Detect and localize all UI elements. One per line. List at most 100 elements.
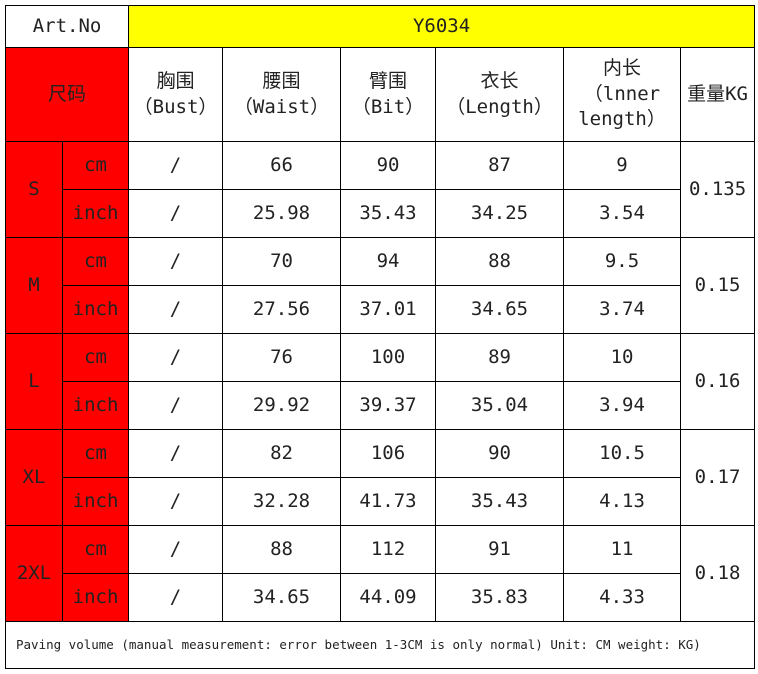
value-cell: /	[128, 525, 224, 574]
header-line: （Waist）	[233, 95, 330, 118]
column-header: 胸围 （Bust）	[128, 47, 224, 142]
size-name: L	[5, 333, 63, 430]
footer-row: Paving volume (manual measurement: error…	[4, 621, 756, 669]
value-cell: 88	[435, 237, 565, 286]
header-line: （lnner	[583, 82, 661, 105]
column-header: 腰围 （Waist）	[222, 47, 342, 142]
weight: 0.17	[680, 429, 756, 526]
value-cell: 27.56	[222, 285, 342, 334]
value-cell: 29.92	[222, 381, 342, 430]
value-cell: 44.09	[340, 573, 437, 622]
weight: 0.15	[680, 237, 756, 334]
value-cell: 41.73	[340, 477, 437, 526]
unit: inch	[61, 189, 130, 238]
size-header: 尺码	[4, 47, 130, 142]
header-line: 内长	[603, 57, 642, 80]
header-line: （Length）	[446, 95, 553, 118]
value-cell: 37.01	[340, 285, 437, 334]
value-cell: 32.28	[222, 477, 342, 526]
unit: cm	[61, 429, 130, 478]
value-cell: 94	[340, 237, 437, 286]
value-cell: 34.65	[435, 285, 565, 334]
header-line: 腰围	[262, 69, 301, 92]
value-cell: 25.98	[222, 189, 342, 238]
data-row: inch/29.92 39.37 35.04 3.94	[6, 381, 755, 430]
value-cell: 87	[435, 141, 565, 190]
value-cell: /	[128, 237, 224, 286]
art-label: Art.No	[4, 5, 130, 48]
size-name: 2XL	[5, 525, 63, 622]
footer-note: Paving volume (manual measurement: error…	[4, 621, 756, 669]
value-cell: 4.13	[563, 477, 682, 526]
unit: cm	[61, 237, 130, 286]
column-header: 内长 （lnner length）	[563, 47, 682, 142]
value-cell: 9	[563, 141, 682, 190]
value-cell: 66	[222, 141, 342, 190]
value-cell: 90	[435, 429, 565, 478]
value-cell: /	[128, 189, 224, 238]
value-cell: 89	[435, 333, 565, 382]
title-row: Art.No Y6034	[4, 5, 756, 48]
value-cell: 11	[563, 525, 682, 574]
column-header: 衣长 （Length）	[435, 47, 565, 142]
header-line: （Bust）	[133, 95, 218, 118]
value-cell: 35.43	[435, 477, 565, 526]
value-cell: 4.33	[563, 573, 682, 622]
value-cell: 70	[222, 237, 342, 286]
value-cell: 3.94	[563, 381, 682, 430]
value-cell: 35.83	[435, 573, 565, 622]
value-cell: 35.04	[435, 381, 565, 430]
value-cell: 9.5	[563, 237, 682, 286]
value-cell: /	[128, 381, 224, 430]
data-row: inch/27.56 37.01 34.65 3.74	[6, 285, 755, 334]
table-body: Art.No Y6034 尺码 胸围 （Bust） 腰围 （Waist） 臂围 （Bit） 衣长 （…	[4, 5, 756, 669]
unit: cm	[61, 141, 130, 190]
value-cell: 34.25	[435, 189, 565, 238]
value-cell: /	[128, 477, 224, 526]
weight: 0.135	[680, 141, 756, 238]
unit: inch	[61, 477, 130, 526]
value-cell: 10.5	[563, 429, 682, 478]
value-cell: /	[128, 333, 224, 382]
unit: cm	[61, 525, 130, 574]
header-line: （Bit）	[351, 95, 425, 118]
unit: inch	[61, 573, 130, 622]
header-line: 重量KG	[687, 82, 748, 105]
weight: 0.18	[680, 525, 756, 622]
value-cell: 82	[222, 429, 342, 478]
unit: cm	[61, 333, 130, 382]
value-cell: 10	[563, 333, 682, 382]
value-cell: 90	[340, 141, 437, 190]
weight: 0.16	[680, 333, 756, 430]
value-cell: /	[128, 141, 224, 190]
value-cell: 106	[340, 429, 437, 478]
data-row: inch/32.28 41.73 35.43 4.13	[6, 477, 755, 526]
data-row: 2XL cm/88 112 91 11 0.18	[5, 525, 756, 622]
header-line: 胸围	[156, 69, 195, 92]
value-cell: 76	[222, 333, 342, 382]
value-cell: 88	[222, 525, 342, 574]
size-name: XL	[5, 429, 63, 526]
size-name: M	[5, 237, 63, 334]
value-cell: /	[128, 573, 224, 622]
unit: inch	[61, 381, 130, 430]
value-cell: 3.74	[563, 285, 682, 334]
data-row: XL cm/82 106 90 10.5 0.17	[5, 429, 756, 526]
value-cell: 34.65	[222, 573, 342, 622]
data-row: inch/34.65 44.09 35.83 4.33	[6, 573, 755, 622]
value-cell: 35.43	[340, 189, 437, 238]
size-name: S	[5, 141, 63, 238]
column-header: 臂围 （Bit）	[340, 47, 437, 142]
value-cell: /	[128, 429, 224, 478]
data-row: inch/25.98 35.43 34.25 3.54	[6, 189, 755, 238]
art-number: Y6034	[128, 5, 756, 48]
header-line: 衣长	[480, 69, 519, 92]
value-cell: /	[128, 285, 224, 334]
value-cell: 100	[340, 333, 437, 382]
size-table: Art.No Y6034 尺码 胸围 （Bust） 腰围 （Waist） 臂围 （Bit） 衣长 （…	[4, 5, 756, 669]
value-cell: 39.37	[340, 381, 437, 430]
value-cell: 3.54	[563, 189, 682, 238]
